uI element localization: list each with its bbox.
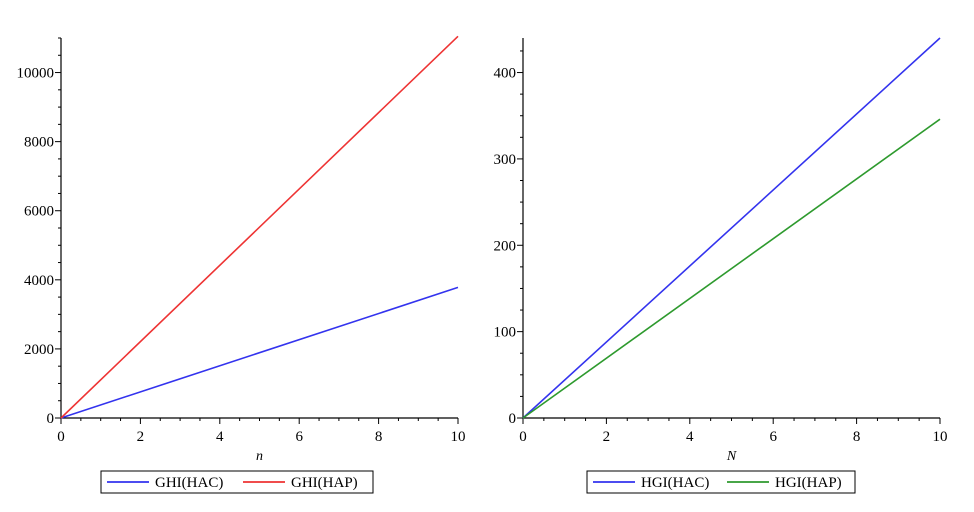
- y-tick-label: 300: [494, 152, 517, 168]
- x-tick-label: 10: [933, 429, 948, 445]
- legend-label: HGI(HAC): [641, 475, 709, 491]
- x-tick-label: 6: [295, 429, 303, 445]
- x-tick-label: 6: [769, 429, 777, 445]
- x-tick-label: 8: [375, 429, 383, 445]
- legend-label: HGI(HAP): [775, 475, 842, 491]
- x-axis-label: N: [726, 449, 737, 464]
- x-tick-label: 2: [603, 429, 611, 445]
- x-tick-label: 2: [137, 429, 145, 445]
- legend-label: GHI(HAP): [291, 475, 358, 491]
- y-tick-label: 0: [509, 411, 517, 427]
- series-line-ghi-hac: [60, 286, 459, 419]
- series-line-hgi-hac: [522, 37, 941, 419]
- x-tick-label: 0: [57, 429, 65, 445]
- legend: [100, 470, 374, 494]
- x-axis-label: n: [256, 449, 263, 464]
- chart-left: 0 2 4 6 8 10 0 2000 4000 6000 8000 10000 n GHI(HAC) GH…: [17, 35, 466, 494]
- x-tick-label: 0: [519, 429, 527, 445]
- x-tick-label: 10: [451, 429, 466, 445]
- x-tick-label: 4: [686, 429, 694, 445]
- y-tick-label: 100: [494, 325, 517, 341]
- x-tick-label: 4: [216, 429, 224, 445]
- series-line-hgi-hap: [522, 118, 941, 419]
- legend-label: GHI(HAC): [155, 475, 223, 491]
- y-tick-label: 8000: [24, 135, 54, 151]
- y-tick-label: 200: [494, 238, 517, 254]
- y-tick-label: 2000: [24, 342, 54, 358]
- y-tick-label: 0: [47, 411, 55, 427]
- legend: [586, 470, 856, 494]
- series-line-ghi-hap: [60, 35, 459, 419]
- y-tick-label: 400: [494, 66, 517, 82]
- y-tick-label: 6000: [24, 204, 54, 220]
- x-tick-label: 8: [853, 429, 861, 445]
- y-tick-label: 10000: [17, 66, 55, 82]
- y-tick-label: 4000: [24, 273, 54, 289]
